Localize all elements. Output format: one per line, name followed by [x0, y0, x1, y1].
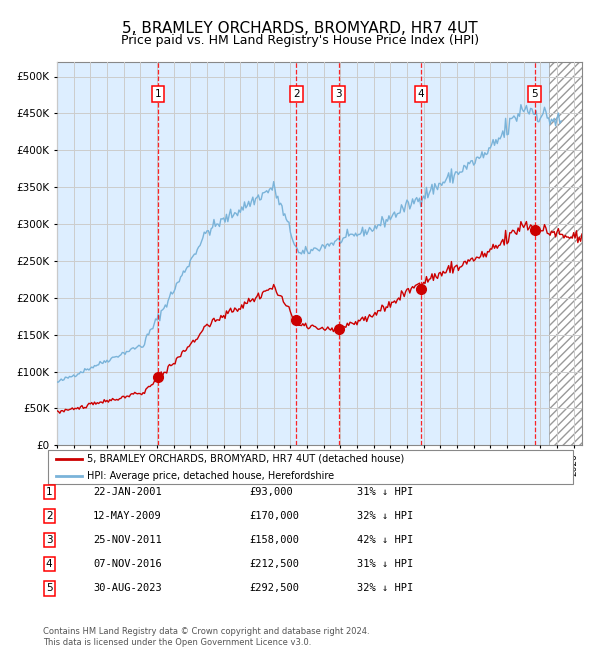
Text: 32% ↓ HPI: 32% ↓ HPI	[357, 583, 413, 593]
Text: 1: 1	[155, 89, 161, 99]
Text: 5: 5	[46, 583, 53, 593]
Text: Price paid vs. HM Land Registry's House Price Index (HPI): Price paid vs. HM Land Registry's House …	[121, 34, 479, 47]
Text: HPI: Average price, detached house, Herefordshire: HPI: Average price, detached house, Here…	[88, 471, 335, 481]
Text: £170,000: £170,000	[249, 511, 299, 521]
Text: 3: 3	[335, 89, 342, 99]
Text: 2: 2	[293, 89, 299, 99]
Text: 1: 1	[46, 487, 53, 497]
Text: 31% ↓ HPI: 31% ↓ HPI	[357, 559, 413, 569]
Text: 4: 4	[46, 559, 53, 569]
Text: £158,000: £158,000	[249, 535, 299, 545]
Text: 12-MAY-2009: 12-MAY-2009	[93, 511, 162, 521]
Text: 3: 3	[46, 535, 53, 545]
Text: 2: 2	[46, 511, 53, 521]
Text: 22-JAN-2001: 22-JAN-2001	[93, 487, 162, 497]
Text: 5: 5	[532, 89, 538, 99]
Text: 31% ↓ HPI: 31% ↓ HPI	[357, 487, 413, 497]
Text: 30-AUG-2023: 30-AUG-2023	[93, 583, 162, 593]
Text: Contains HM Land Registry data © Crown copyright and database right 2024.
This d: Contains HM Land Registry data © Crown c…	[43, 627, 370, 647]
Text: 42% ↓ HPI: 42% ↓ HPI	[357, 535, 413, 545]
Text: £292,500: £292,500	[249, 583, 299, 593]
Text: 25-NOV-2011: 25-NOV-2011	[93, 535, 162, 545]
Text: £93,000: £93,000	[249, 487, 293, 497]
Text: 07-NOV-2016: 07-NOV-2016	[93, 559, 162, 569]
FancyBboxPatch shape	[48, 450, 573, 484]
Text: £212,500: £212,500	[249, 559, 299, 569]
Bar	[548, 62, 582, 445]
Text: 32% ↓ HPI: 32% ↓ HPI	[357, 511, 413, 521]
Text: 5, BRAMLEY ORCHARDS, BROMYARD, HR7 4UT (detached house): 5, BRAMLEY ORCHARDS, BROMYARD, HR7 4UT (…	[88, 454, 404, 464]
Text: 4: 4	[418, 89, 424, 99]
Text: 5, BRAMLEY ORCHARDS, BROMYARD, HR7 4UT: 5, BRAMLEY ORCHARDS, BROMYARD, HR7 4UT	[122, 21, 478, 36]
